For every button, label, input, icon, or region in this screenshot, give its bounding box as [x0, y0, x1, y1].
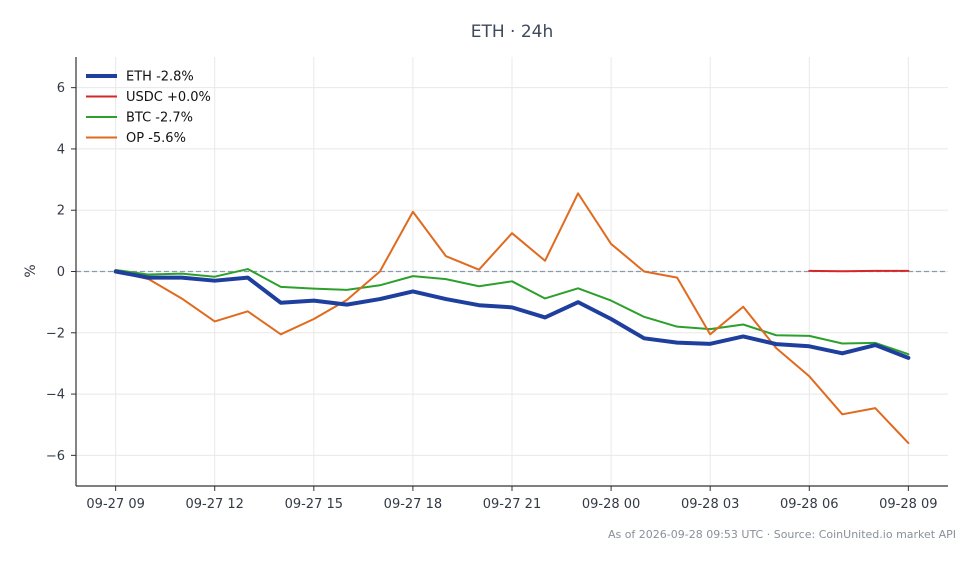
legend-item-op: OP -5.6%: [86, 131, 186, 146]
x-ticks: 09-27 09 09-27 12 09-27 15 09-27 18 09-27 21…: [86, 486, 938, 512]
y-tick-label: −4: [46, 388, 65, 403]
x-tick-label: 09-27 18: [384, 497, 442, 512]
y-ticks: 6 4 2 0 −2 −4 −6: [46, 81, 76, 464]
series-line-eth: [113, 269, 911, 360]
x-tick-label: 09-27 09: [86, 497, 144, 512]
y-tick-label: 6: [57, 81, 65, 96]
legend-label: BTC -2.7%: [126, 111, 193, 126]
legend: ETH -2.8% USDC +0.0% BTC -2.7% OP -5.6%: [86, 70, 211, 146]
series-line-op: [114, 192, 910, 445]
legend-item-eth: ETH -2.8%: [86, 70, 194, 85]
footer-source: As of 2026-09-28 09:53 UTC · Source: Coi…: [608, 528, 956, 541]
x-tick-label: 09-27 21: [483, 497, 541, 512]
x-tick-label: 09-28 00: [582, 497, 640, 512]
legend-label: USDC +0.0%: [126, 90, 211, 105]
x-tick-label: 09-28 09: [879, 497, 937, 512]
y-axis-label: %: [23, 264, 39, 277]
x-tick-label: 09-27 15: [285, 497, 343, 512]
x-tick-label: 09-28 03: [681, 497, 739, 512]
x-tick-label: 09-28 06: [780, 497, 838, 512]
chart-title: ETH · 24h: [471, 22, 554, 42]
y-tick-label: −6: [46, 449, 65, 464]
y-tick-label: 2: [57, 204, 65, 219]
y-tick-label: 4: [57, 142, 65, 157]
legend-item-usdc: USDC +0.0%: [86, 90, 211, 105]
legend-label: ETH -2.8%: [126, 70, 194, 85]
x-tick-label: 09-27 12: [186, 497, 244, 512]
legend-label: OP -5.6%: [126, 131, 186, 146]
y-tick-label: 0: [57, 265, 65, 280]
series-line-btc: [114, 268, 910, 356]
series-lines: [113, 192, 911, 445]
legend-item-btc: BTC -2.7%: [86, 111, 193, 126]
y-tick-label: −2: [46, 326, 65, 341]
